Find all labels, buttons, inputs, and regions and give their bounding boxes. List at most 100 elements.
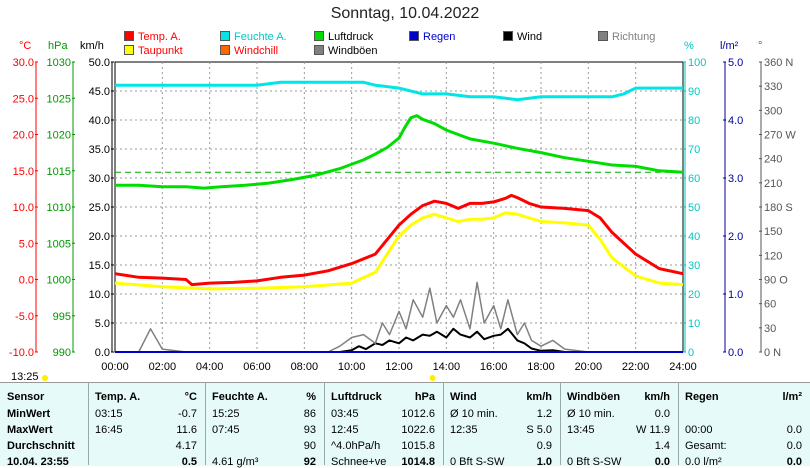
legend-label: Regen (423, 31, 456, 43)
pressure-tick-label: 1005 (47, 238, 71, 250)
humidity-tick-label: 20 (688, 289, 700, 301)
table-column-divider (443, 382, 444, 465)
direction-tick-label: 150 (764, 226, 782, 238)
temp-tick-label: 5.0 (19, 238, 34, 250)
cell-value: 0.5 (181, 456, 197, 468)
cell-value: W 11.9 (635, 424, 670, 436)
legend-label: Taupunkt (138, 45, 183, 57)
temp-tick-label: 0.0 (19, 275, 34, 287)
cell-value: 4.17 (175, 440, 197, 452)
cell-value: 0.0 (786, 456, 802, 468)
rain-tick-label: 0.0 (728, 347, 743, 359)
legend-label: Feuchte A. (234, 31, 287, 43)
x-tick-label: 14:00 (433, 361, 461, 373)
legend-swatch (314, 31, 324, 41)
legend-label: Richtung (612, 31, 656, 43)
cell-time: 03:15 (95, 408, 123, 420)
direction-tick-label: 270 W (764, 130, 796, 142)
cell-value: -0.7 (178, 408, 197, 420)
humidity-tick-label: 100 (688, 57, 706, 69)
wind-tick-label: 5.0 (95, 318, 110, 330)
x-tick-label: 00:00 (101, 361, 129, 373)
pressure-tick-label: 1020 (47, 130, 71, 142)
series-line-temp-a (114, 193, 684, 287)
cell-value: 86 (303, 408, 316, 420)
legend-label: Temp. A. (138, 31, 181, 43)
wind-tick-label: 10.0 (89, 289, 110, 301)
current-time-dot (42, 375, 48, 381)
direction-tick-label: 90 O (764, 275, 788, 287)
legend-swatch (124, 45, 134, 55)
rain-tick-label: 1.0 (728, 289, 743, 301)
wind-tick-label: 35.0 (89, 144, 110, 156)
pressure-tick-label: 1030 (47, 57, 71, 69)
column-header: Regen (685, 391, 719, 403)
cell-time: Ø 10 min. (567, 408, 615, 420)
legend-swatch (598, 31, 608, 41)
column-header: Sensor (7, 391, 45, 403)
row-label: Durchschnitt (7, 440, 75, 452)
rain-tick-label: 5.0 (728, 57, 743, 69)
pressure-tick-label: 1025 (47, 93, 71, 105)
cell-value: 90 (303, 440, 316, 452)
humidity-tick-label: 50 (688, 202, 700, 214)
x-tick-label: 04:00 (196, 361, 224, 373)
wind-tick-label: 20.0 (89, 231, 110, 243)
rain-tick-label: 4.0 (728, 115, 743, 127)
column-header: Luftdruck (331, 391, 382, 403)
cell-value: 92 (303, 456, 316, 468)
table-column-divider (678, 382, 679, 465)
legend-label: Wind (517, 31, 543, 43)
cell-time: 12:35 (450, 424, 478, 436)
column-unit: hPa (414, 391, 435, 403)
column-unit: km/h (644, 391, 670, 403)
cell-time: Ø 10 min. (450, 408, 498, 420)
pressure-axis-unit: hPa (48, 40, 68, 52)
cell-value: 1012.6 (401, 408, 435, 420)
humidity-tick-label: 90 (688, 86, 700, 98)
humidity-tick-label: 10 (688, 318, 700, 330)
legend-swatch (314, 45, 324, 55)
series-line-luftdruck (115, 114, 684, 190)
direction-tick-label: 240 (764, 154, 782, 166)
column-header: Feuchte A. (212, 391, 268, 403)
legend-item-richtung: Richtung (598, 31, 655, 43)
direction-tick-label: 0 N (764, 347, 781, 359)
pressure-tick-label: 995 (53, 311, 71, 323)
cell-value: 0.9 (536, 440, 552, 452)
column-header: Windböen (567, 391, 621, 403)
column-header: Temp. A. (95, 391, 141, 403)
legend-swatch (220, 45, 230, 55)
temp-tick-label: -5.0 (15, 311, 34, 323)
row-label: MinWert (7, 408, 51, 420)
wind-tick-label: 30.0 (89, 173, 110, 185)
column-header: Wind (450, 391, 477, 403)
cell-time: 13:45 (567, 424, 595, 436)
x-tick-label: 12:00 (385, 361, 413, 373)
legend-item-regen: Regen (409, 31, 455, 43)
humidity-axis-unit: % (684, 40, 694, 52)
series-line-taupunkt (114, 211, 684, 291)
legend-item-taupunkt: Taupunkt (124, 45, 183, 57)
cell-value: 0.0 (654, 456, 670, 468)
x-tick-label: 10:00 (338, 361, 366, 373)
wind-tick-label: 45.0 (89, 86, 110, 98)
cell-value: 93 (303, 424, 316, 436)
temp-tick-label: 30.0 (13, 57, 34, 69)
row-label: 10.04. 23:55 (7, 456, 69, 468)
cell-time: 16:45 (95, 424, 123, 436)
direction-tick-label: 60 (764, 299, 776, 311)
x-tick-label: 24:00 (669, 361, 697, 373)
legend-swatch (503, 31, 513, 41)
legend-label: Windchill (234, 45, 279, 57)
x-tick-label: 08:00 (291, 361, 319, 373)
statistics-table (0, 382, 810, 466)
legend-label: Windböen (328, 45, 378, 57)
table-column-divider (205, 382, 206, 465)
pressure-tick-label: 1000 (47, 275, 71, 287)
wind-tick-label: 15.0 (89, 260, 110, 272)
legend-item-windchill: Windchill (220, 45, 278, 57)
temp-axis-unit: °C (19, 40, 32, 52)
humidity-tick-label: 80 (688, 115, 700, 127)
x-tick-label: 22:00 (622, 361, 650, 373)
